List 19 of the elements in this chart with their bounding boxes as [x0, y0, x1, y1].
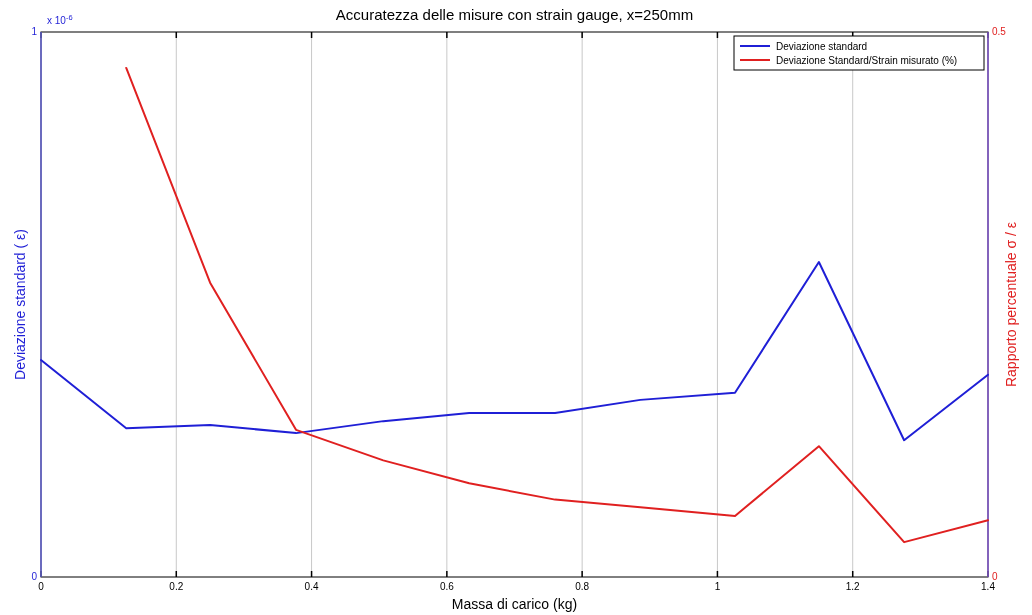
y2-tick-label: 0.5 — [992, 26, 1007, 37]
legend-label: Deviazione Standard/Strain misurato (%) — [776, 55, 958, 66]
x-tick-label: 0.4 — [304, 581, 319, 592]
x-tick-label: 1.4 — [981, 581, 996, 592]
x-tick-label: 0 — [38, 581, 45, 592]
y2-tick-label: 0 — [992, 571, 998, 582]
x-tick-label: 1 — [714, 581, 721, 592]
x-tick-label: 0.8 — [575, 581, 590, 592]
line-series — [125, 66, 989, 544]
y2-axis-title: Rapporto percentuale σ / ε — [1003, 221, 1019, 388]
x-tick-label: 0.2 — [169, 581, 184, 592]
x-tick-label: 1.2 — [845, 581, 861, 592]
line-series — [40, 260, 989, 442]
legend-label: Deviazione standard — [776, 41, 868, 52]
chart-title: Accuratezza delle misure con strain gauge, x=250mm — [335, 6, 694, 23]
x-tick-label: 0.6 — [439, 581, 455, 592]
y-axis-title: Deviazione standard ( ε) — [12, 229, 28, 380]
text: x 10$^{-6}$ — [47, 12, 73, 26]
x-axis-title: Massa di carico (kg) — [451, 596, 578, 612]
